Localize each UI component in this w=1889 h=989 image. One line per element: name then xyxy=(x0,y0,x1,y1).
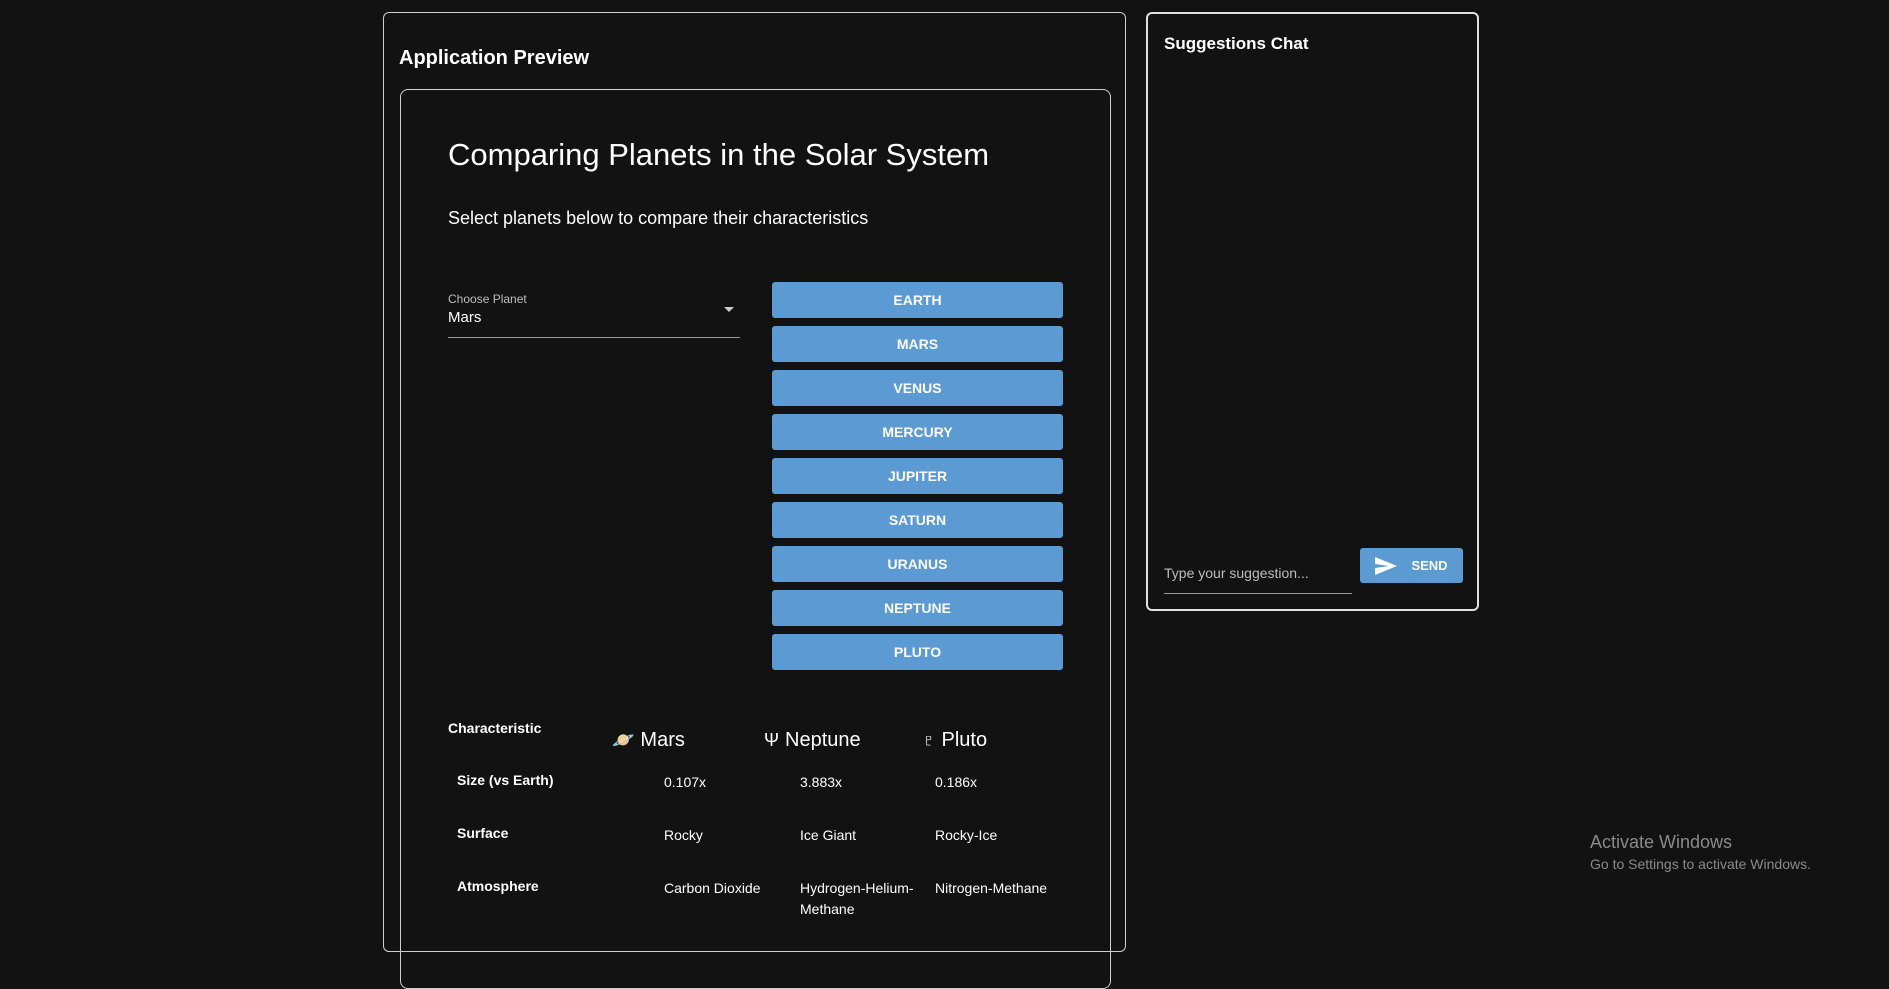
table-cell: Carbon Dioxide xyxy=(664,880,761,896)
planet-button-pluto[interactable]: PLUTO xyxy=(772,634,1063,670)
row-label: Atmosphere xyxy=(457,878,539,894)
planet-column-header: Ψ Neptune xyxy=(764,729,861,752)
send-button[interactable]: SEND xyxy=(1360,548,1463,583)
chat-title: Suggestions Chat xyxy=(1164,34,1309,53)
send-icon xyxy=(1375,556,1398,575)
planet-button-neptune[interactable]: NEPTUNE xyxy=(772,590,1063,626)
planet-name: Pluto xyxy=(941,729,988,751)
table-cell: 0.186x xyxy=(935,774,978,790)
planet-button-earth[interactable]: EARTH xyxy=(772,282,1063,318)
planet-button-venus[interactable]: VENUS xyxy=(772,370,1063,406)
row-label: Size (vs Earth) xyxy=(457,772,554,788)
characteristic-header: Characteristic xyxy=(448,720,542,736)
planet-button-mercury[interactable]: MERCURY xyxy=(772,414,1063,450)
planet-symbol-icon: 🪐 xyxy=(612,730,635,750)
choose-planet-select[interactable]: Choose Planet Mars xyxy=(448,290,740,338)
planet-column-header: 🪐 Mars xyxy=(612,729,685,752)
page-title: Comparing Planets in the Solar System xyxy=(448,137,990,172)
activate-windows-subtitle: Go to Settings to activate Windows. xyxy=(1590,856,1811,872)
planet-button-uranus[interactable]: URANUS xyxy=(772,546,1063,582)
planet-column-header: ♇ Pluto xyxy=(922,729,987,752)
planet-symbol-icon: ♇ xyxy=(922,730,936,750)
planet-button-jupiter[interactable]: JUPITER xyxy=(772,458,1063,494)
suggestions-chat-panel xyxy=(1146,12,1479,611)
table-cell: Hydrogen-Helium-Methane xyxy=(800,880,914,917)
planet-name: Mars xyxy=(640,729,685,751)
send-label: SEND xyxy=(1411,558,1448,573)
select-value: Mars xyxy=(448,309,482,326)
activate-windows-title: Activate Windows xyxy=(1590,832,1733,852)
planet-button-mars[interactable]: MARS xyxy=(772,326,1063,362)
table-cell: 0.107x xyxy=(664,774,707,790)
row-label: Surface xyxy=(457,825,509,841)
page-subtitle: Select planets below to compare their ch… xyxy=(448,208,869,228)
planet-symbol-icon: Ψ xyxy=(764,730,780,750)
suggestion-input[interactable] xyxy=(1164,553,1352,594)
table-cell: Nitrogen-Methane xyxy=(935,880,1048,896)
table-cell: 3.883x xyxy=(800,774,843,790)
table-cell: Rocky-Ice xyxy=(935,827,998,843)
dropdown-arrow-icon xyxy=(724,307,734,312)
planet-name: Neptune xyxy=(785,729,861,751)
table-cell: Ice Giant xyxy=(800,827,857,843)
table-cell: Rocky xyxy=(664,827,703,843)
preview-title: Application Preview xyxy=(399,47,590,69)
select-label: Choose Planet xyxy=(448,292,527,306)
planet-button-saturn[interactable]: SATURN xyxy=(772,502,1063,538)
